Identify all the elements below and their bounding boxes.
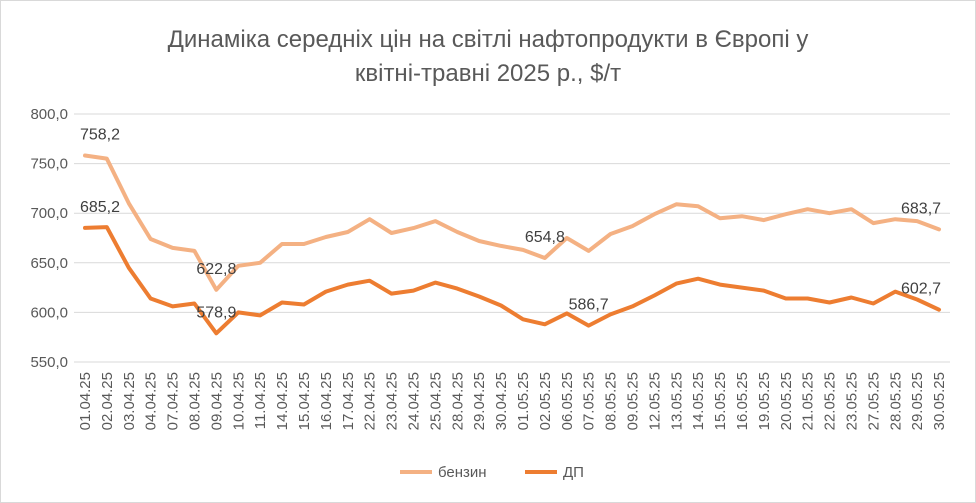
data-labels: 758,2 622,8 654,8 683,7 685,2 578,9 586,7 602,7 [80,126,941,321]
x-tick-label: 22.04.25 [362,372,379,430]
y-tick-label: 600,0 [30,304,68,321]
data-label: 602,7 [901,281,941,298]
x-tick-label: 12.05.25 [646,372,663,430]
x-tick-label: 22.05.25 [822,372,839,430]
legend-label: ДП [563,464,584,481]
y-tick-label: 750,0 [30,156,68,173]
x-tick-label: 14.05.25 [690,372,707,430]
x-tick-label: 10.04.25 [230,372,247,430]
series-lines [83,153,941,336]
x-tick-label: 09.05.25 [624,372,641,430]
x-tick-label: 04.04.25 [143,372,160,430]
x-tick-label: 16.04.25 [318,372,335,430]
x-tick-label: 17.04.25 [340,372,357,430]
y-tick-label: 800,0 [30,106,68,123]
x-tick-label: 08.04.25 [186,372,203,430]
x-tick-label: 30.04.25 [493,372,510,430]
x-tick-label: 09.04.25 [208,372,225,430]
data-label: 758,2 [80,126,120,143]
x-tick-label: 24.04.25 [405,372,422,430]
x-tick-label: 29.04.25 [471,372,488,430]
series-line-2 [83,225,941,336]
x-tick-label: 06.05.25 [559,372,576,430]
x-tick-label: 28.05.25 [887,372,904,430]
legend: бензин ДП [400,464,584,481]
x-tick-label: 02.05.25 [537,372,554,430]
x-tick-label: 23.05.25 [843,372,860,430]
gridlines [74,113,950,363]
data-label: 654,8 [525,229,565,246]
chart-title-line-1: Динаміка середніх цін на світлі нафтопро… [168,26,809,53]
x-tick-label: 20.05.25 [778,372,795,430]
x-tick-label: 01.05.25 [515,372,532,430]
x-tick-label: 14.04.25 [274,372,291,430]
x-tick-label: 03.04.25 [121,372,138,430]
x-tick-label: 21.05.25 [800,372,817,430]
chart-title-line-2: квітні-травні 2025 р., $/т [355,60,621,87]
data-label: 685,2 [80,199,120,216]
y-axis-ticks: 550,0 600,0 650,0 700,0 750,0 800,0 [30,106,68,371]
data-label: 683,7 [901,200,941,217]
x-tick-label: 08.05.25 [603,372,620,430]
x-tick-label: 16.05.25 [734,372,751,430]
x-tick-label: 02.04.25 [99,372,116,430]
y-tick-label: 650,0 [30,255,68,272]
x-tick-label: 11.04.25 [252,372,269,429]
data-label: 586,7 [569,297,609,314]
x-tick-label: 29.05.25 [909,372,926,430]
x-tick-label: 30.05.25 [931,372,948,430]
x-tick-label: 27.05.25 [865,372,882,430]
x-tick-label: 23.04.25 [384,372,401,430]
x-tick-label: 19.05.25 [756,372,773,430]
x-axis-ticks: 01.04.25 02.04.25 03.04.25 04.04.25 07.04.25… [77,372,948,430]
x-tick-label: 15.04.25 [296,372,313,430]
legend-label: бензин [438,464,487,481]
x-tick-label: 13.05.25 [668,372,685,430]
x-tick-label: 07.04.25 [165,372,182,430]
x-tick-label: 28.04.25 [449,372,466,430]
x-tick-label: 07.05.25 [581,372,598,430]
y-tick-label: 550,0 [30,354,68,371]
x-tick-label: 01.04.25 [77,372,94,430]
data-label: 622,8 [196,261,236,278]
x-tick-label: 15.05.25 [712,372,729,430]
x-tick-label: 25.04.25 [427,372,444,430]
series-line-1 [83,153,941,292]
data-label: 578,9 [196,304,236,321]
y-tick-label: 700,0 [30,205,68,222]
